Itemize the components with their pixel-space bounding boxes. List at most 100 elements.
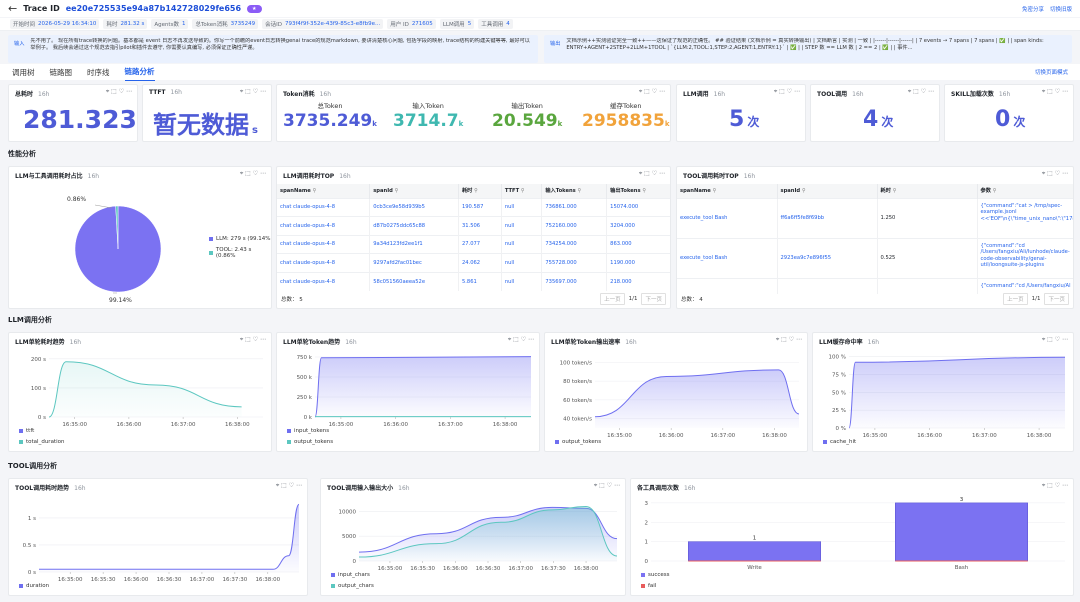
section-perf[interactable]: 性能分析 [8,150,36,158]
table-row[interactable]: chat claude-opus-4-8 9a34d123fd2ee1f1 27.0… [277,234,670,254]
filter-icon[interactable]: ⚲ [310,187,317,194]
column-header[interactable]: spanName ⚲ [277,184,371,198]
column-header[interactable]: 耗时 ⚲ [877,184,978,198]
table-cell[interactable]: chat claude-opus-4-8 [277,234,371,254]
table-cell[interactable]: {"command":"cat > /tmp/spec-example.json… [977,197,1073,238]
table-cell[interactable]: {"command":"cd /Users/fangxiu/Ali/Iunhod… [977,237,1073,278]
table-cell[interactable]: 9a34d123fd2ee1f1 [369,234,459,254]
column-header[interactable]: TTFT ⚲ [501,184,543,198]
table-cell[interactable]: ff6a6ff5fe8f69bb [777,197,878,238]
filter-icon[interactable]: ⚲ [640,188,647,195]
legend-item-success[interactable]: success [641,572,670,578]
legend-item-input_tokens[interactable]: input_tokens [287,428,329,434]
legend-item-output_chars[interactable]: output_chars [331,583,374,589]
column-header[interactable]: 输入Tokens ⚲ [541,184,608,198]
card-icons[interactable]: ⌖ ⬚ ♡ ⋯ [907,88,934,95]
column-header[interactable]: spanId ⚲ [777,184,878,198]
series-line-output_tokens[interactable] [594,369,800,418]
table-cell[interactable]: chat claude-opus-4-8 [277,197,371,217]
table-cell[interactable]: 190.587 [458,197,502,217]
table-cell[interactable]: null [501,234,543,254]
filter-icon[interactable]: ⚲ [575,188,582,195]
table-cell[interactable] [777,277,878,294]
table-row[interactable]: execute_tool Bash 2923ea9c7e896f55 0.525 {"… [677,237,1073,278]
card-icons[interactable]: ⌖ ⬚ ♡ ⋯ [638,170,665,177]
favorite-pill[interactable]: ★ [247,4,262,13]
legend-item-input_chars[interactable]: input_chars [331,572,370,578]
switch-page-mode-link[interactable]: 切换页面模式 [1034,70,1068,76]
back-arrow-icon[interactable]: ← [8,2,18,15]
table-row[interactable]: chat claude-opus-4-8 0cb3ce9e58d939b5 190.… [277,197,670,217]
card-icons[interactable]: ⌖ ⬚ ♡ ⋯ [1041,88,1068,95]
series-line-duration[interactable] [39,503,300,570]
table-cell[interactable]: {"command":"cd /Users/fangxiu/Al [977,277,1073,294]
table-cell[interactable]: 24.062 [458,253,502,272]
switch-old-version-link[interactable]: 切换旧版 [1049,6,1072,13]
filter-icon[interactable]: ⚲ [990,188,997,195]
card-icons[interactable]: ⌖ ⬚ ♡ ⋯ [1041,336,1068,343]
table-cell[interactable]: 734254.000 [541,234,608,254]
card-icons[interactable]: ⌖ ⬚ ♡ ⋯ [1041,482,1068,489]
table-cell[interactable]: null [501,216,543,235]
legend-item-ttft[interactable]: ttft [19,428,34,434]
table-cell[interactable]: 15074.000 [606,197,670,217]
next-page-button[interactable]: 下一页 [641,293,666,305]
legend-item-output_tokens[interactable]: output_tokens [287,439,333,445]
column-header[interactable]: 参数 ⚲ [977,184,1073,198]
section-llm[interactable]: LLM调用分析 [8,316,52,324]
card-icons[interactable]: ⌖ ⬚ ♡ ⋯ [507,336,534,343]
table-row[interactable]: chat claude-opus-4-8 d87b0275ddc65c88 31.5… [277,216,670,235]
column-header[interactable]: 耗时 ⚲ [458,184,502,198]
table-row[interactable]: execute_tool Bash ff6a6ff5fe8f69bb 1.250 {"… [677,197,1073,238]
card-icons[interactable]: ⌖ ⬚ ♡ ⋯ [275,482,302,489]
pie-legend-llm[interactable]: LLM: 279 s (99.14% [209,236,270,242]
table-row[interactable]: chat claude-opus-4-8 58c051560aeea52e 5.86… [277,271,670,291]
series-line-input_tokens[interactable] [314,356,532,418]
table-cell[interactable]: 9297afd2fac01bec [369,253,459,272]
table-cell[interactable]: null [501,197,543,217]
table-cell[interactable]: 735697.000 [541,271,608,291]
column-header[interactable]: spanId ⚲ [369,184,459,198]
table-cell[interactable]: 0cb3ce9e58d939b5 [369,197,459,217]
table-cell[interactable]: chat claude-opus-4-8 [277,271,371,291]
series-line-output_chars[interactable] [358,505,618,558]
card-icons[interactable]: ⌖ ⬚ ♡ ⋯ [1041,170,1068,177]
table-cell[interactable]: execute_tool Bash [677,237,778,278]
tab-link-analysis[interactable]: 链路分析 [124,63,155,81]
legend-item-total_duration[interactable]: total_duration [19,439,64,445]
column-header[interactable]: 输出Tokens ⚲ [606,184,670,198]
card-icons[interactable]: ⌖ ⬚ ♡ ⋯ [775,336,802,343]
series-line-total_duration[interactable] [48,361,242,418]
bar-bash[interactable] [895,502,1028,562]
legend-item-cache_hit[interactable]: cache_hit [823,439,856,445]
legend-item-duration[interactable]: duration [19,583,49,589]
table-cell[interactable]: 5.861 [458,271,502,291]
next-page-button[interactable]: 下一页 [1044,293,1069,305]
card-icons[interactable]: ⌖ ⬚ ♡ ⋯ [105,88,132,95]
table-cell[interactable]: 58c051560aeea52e [369,271,459,291]
table-cell[interactable]: 1190.000 [606,253,670,272]
table-cell[interactable]: 31.506 [458,216,502,235]
table-row[interactable]: {"command":"cd /Users/fangxiu/Al [677,277,1073,294]
table-cell[interactable]: execute_tool Bash [677,197,778,238]
table-cell[interactable]: 2923ea9c7e896f55 [777,237,878,278]
share-link[interactable]: 免密分享 [1021,6,1044,13]
series-line-cache_hit[interactable] [848,356,1066,429]
card-icons[interactable]: ⌖ ⬚ ♡ ⋯ [239,170,266,177]
column-header[interactable]: spanName ⚲ [677,184,778,198]
legend-item-output_tokens[interactable]: output_tokens [555,439,601,445]
filter-icon[interactable]: ⚲ [472,188,478,195]
tab-timeline[interactable]: 时序线 [87,67,110,77]
table-cell[interactable] [677,277,778,294]
card-icons[interactable]: ⌖ ⬚ ♡ ⋯ [773,88,800,95]
section-tool[interactable]: TOOL调用分析 [8,462,58,470]
table-cell[interactable]: chat claude-opus-4-8 [277,253,371,272]
bar-write[interactable] [688,541,821,562]
card-icons[interactable]: ⌖ ⬚ ♡ ⋯ [593,482,620,489]
table-cell[interactable]: 736861.000 [541,197,608,217]
pie-slice-tool[interactable] [115,205,119,250]
table-cell[interactable]: 3204.000 [606,216,670,235]
table-cell[interactable]: 27.077 [458,234,502,254]
table-cell[interactable]: 218.000 [606,271,670,291]
table-cell[interactable]: 755728.000 [541,253,608,272]
